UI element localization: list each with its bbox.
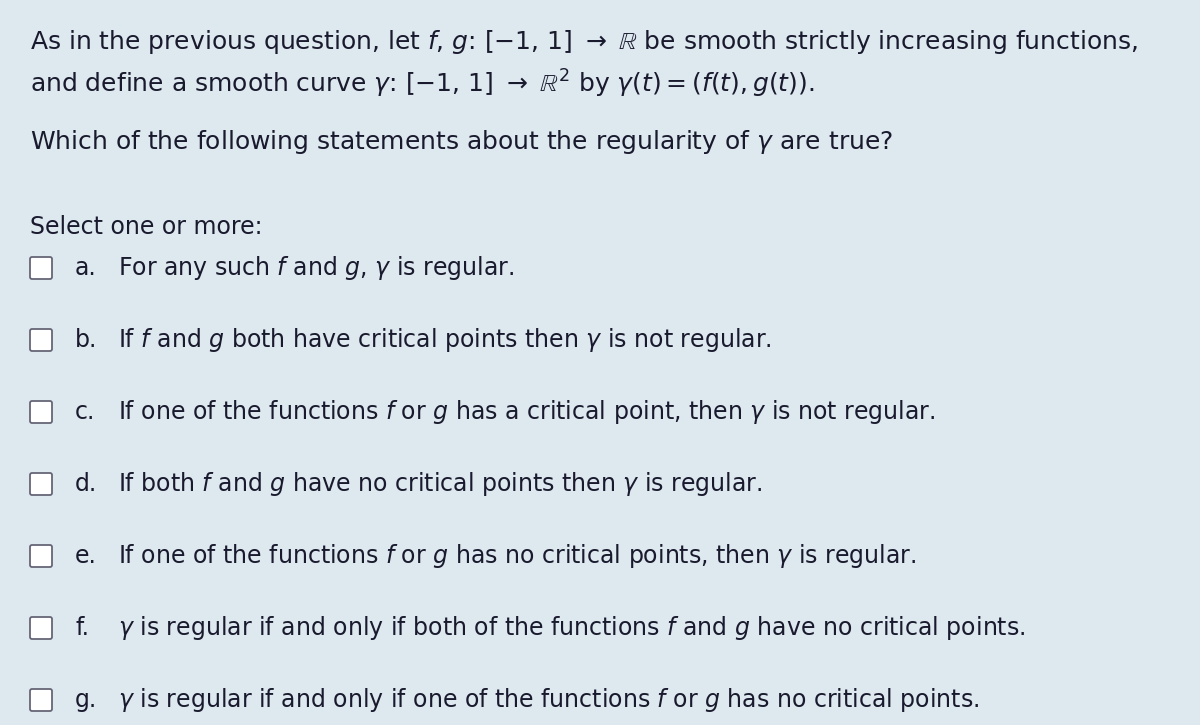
Text: e.: e. [74, 544, 97, 568]
Text: If both $f$ and $g$ have no critical points then $\gamma$ is regular.: If both $f$ and $g$ have no critical poi… [118, 470, 762, 498]
Text: b.: b. [74, 328, 97, 352]
Text: c.: c. [74, 400, 95, 424]
Text: Select one or more:: Select one or more: [30, 215, 263, 239]
Text: $\gamma$ is regular if and only if one of the functions $f$ or $g$ has no critic: $\gamma$ is regular if and only if one o… [118, 686, 979, 714]
Text: For any such $f$ and $g$, $\gamma$ is regular.: For any such $f$ and $g$, $\gamma$ is re… [118, 254, 515, 282]
FancyBboxPatch shape [30, 329, 52, 351]
Text: a.: a. [74, 256, 97, 280]
Text: Which of the following statements about the regularity of $\gamma$ are true?: Which of the following statements about … [30, 128, 893, 156]
Text: As in the previous question, let $f$, $g$: [$-$1, 1] $\rightarrow$ $\mathbb{R}$ : As in the previous question, let $f$, $g… [30, 28, 1138, 56]
FancyBboxPatch shape [30, 617, 52, 639]
FancyBboxPatch shape [30, 257, 52, 279]
Text: d.: d. [74, 472, 97, 496]
FancyBboxPatch shape [30, 689, 52, 711]
FancyBboxPatch shape [30, 473, 52, 495]
Text: $\gamma$ is regular if and only if both of the functions $f$ and $g$ have no cri: $\gamma$ is regular if and only if both … [118, 614, 1026, 642]
FancyBboxPatch shape [30, 545, 52, 567]
Text: If $f$ and $g$ both have critical points then $\gamma$ is not regular.: If $f$ and $g$ both have critical points… [118, 326, 772, 354]
Text: and define a smooth curve $\gamma$: [$-$1, 1] $\rightarrow$ $\mathbb{R}^2$ by $\: and define a smooth curve $\gamma$: [$-$… [30, 68, 815, 100]
Text: If one of the functions $f$ or $g$ has a critical point, then $\gamma$ is not re: If one of the functions $f$ or $g$ has a… [118, 398, 936, 426]
Text: If one of the functions $f$ or $g$ has no critical points, then $\gamma$ is regu: If one of the functions $f$ or $g$ has n… [118, 542, 917, 570]
Text: g.: g. [74, 688, 97, 712]
Text: f.: f. [74, 616, 89, 640]
FancyBboxPatch shape [30, 401, 52, 423]
